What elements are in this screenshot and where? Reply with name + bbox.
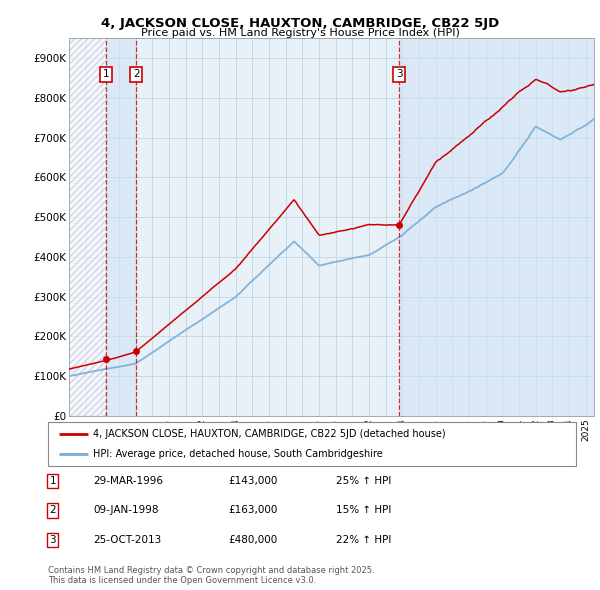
Text: 09-JAN-1998: 09-JAN-1998	[93, 506, 158, 515]
Text: 1: 1	[49, 476, 56, 486]
Text: 3: 3	[49, 535, 56, 545]
Text: 4, JACKSON CLOSE, HAUXTON, CAMBRIDGE, CB22 5JD (detached house): 4, JACKSON CLOSE, HAUXTON, CAMBRIDGE, CB…	[93, 429, 446, 439]
Text: 25% ↑ HPI: 25% ↑ HPI	[336, 476, 391, 486]
Text: £143,000: £143,000	[228, 476, 277, 486]
Text: 3: 3	[396, 69, 403, 79]
Text: Contains HM Land Registry data © Crown copyright and database right 2025.
This d: Contains HM Land Registry data © Crown c…	[48, 566, 374, 585]
Text: 22% ↑ HPI: 22% ↑ HPI	[336, 535, 391, 545]
Bar	[69, 38, 106, 416]
Text: 29-MAR-1996: 29-MAR-1996	[93, 476, 163, 486]
Text: 2: 2	[49, 506, 56, 515]
Text: 4, JACKSON CLOSE, HAUXTON, CAMBRIDGE, CB22 5JD: 4, JACKSON CLOSE, HAUXTON, CAMBRIDGE, CB…	[101, 17, 499, 30]
Text: 25-OCT-2013: 25-OCT-2013	[93, 535, 161, 545]
Text: £163,000: £163,000	[228, 506, 277, 515]
Text: 2: 2	[133, 69, 139, 79]
Bar	[399, 38, 594, 416]
Text: Price paid vs. HM Land Registry's House Price Index (HPI): Price paid vs. HM Land Registry's House …	[140, 28, 460, 38]
Text: 15% ↑ HPI: 15% ↑ HPI	[336, 506, 391, 515]
Bar	[106, 38, 136, 416]
Text: HPI: Average price, detached house, South Cambridgeshire: HPI: Average price, detached house, Sout…	[93, 449, 383, 459]
Text: 1: 1	[103, 69, 110, 79]
Text: £480,000: £480,000	[228, 535, 277, 545]
